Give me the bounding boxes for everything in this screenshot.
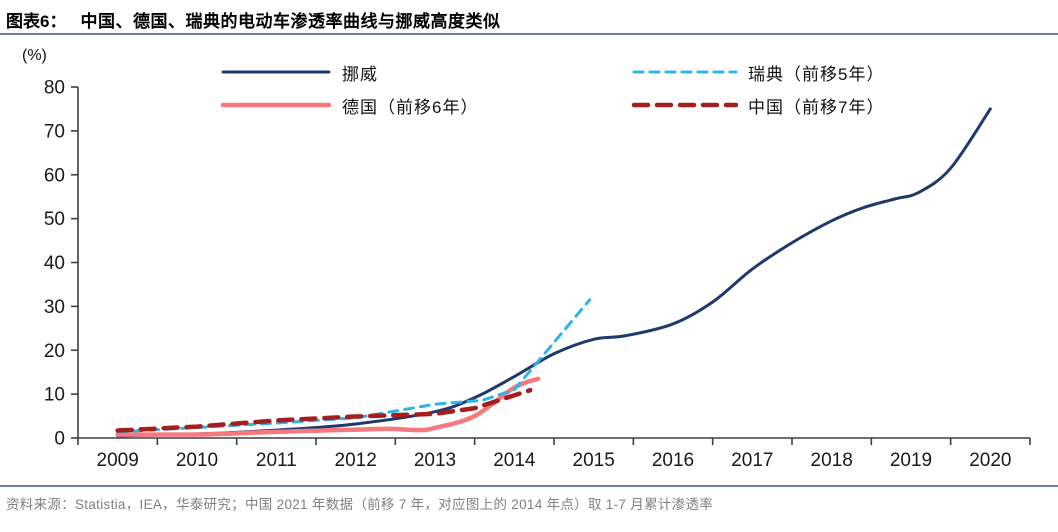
y-axis-unit-label: (%)	[22, 47, 47, 64]
svg-text:0: 0	[54, 429, 65, 450]
svg-text:2012: 2012	[335, 450, 377, 471]
legend-label-china: 中国（前移7年）	[748, 97, 885, 117]
svg-text:50: 50	[44, 209, 65, 230]
svg-text:20: 20	[44, 341, 65, 362]
legend-item-china: 中国（前移7年）	[632, 93, 884, 117]
legend-label-sweden: 瑞典（前移5年）	[748, 64, 885, 84]
svg-text:2013: 2013	[414, 450, 456, 471]
legend-item-norway: 挪威	[220, 60, 378, 84]
line-chart: 0 10 20 30 40 50 60 70 80 2009 2010 2011 2012 2013 201…	[44, 78, 1031, 471]
china-line-sample-icon	[632, 102, 738, 108]
svg-text:70: 70	[44, 121, 65, 142]
germany-line-sample-icon	[220, 102, 332, 108]
chart-area: (%) 0 10 20 30 40 50 60 70 80 2009 2010 2011 2012 201…	[0, 35, 1058, 485]
svg-text:2020: 2020	[969, 450, 1011, 471]
svg-text:2019: 2019	[890, 450, 932, 471]
svg-text:60: 60	[44, 165, 65, 186]
svg-text:2014: 2014	[493, 450, 536, 471]
svg-text:2010: 2010	[176, 450, 218, 471]
legend-item-sweden: 瑞典（前移5年）	[632, 60, 884, 84]
source-note: 资料来源：Statistia，IEA，华泰研究；中国 2021 年数据（前移 7…	[0, 485, 1058, 513]
svg-text:2011: 2011	[256, 450, 297, 471]
chart-header: 图表6： 中国、德国、瑞典的电动车渗透率曲线与挪威高度类似	[0, 0, 1058, 35]
legend-label-germany: 德国（前移6年）	[342, 97, 479, 117]
figure-number-label: 图表6：	[6, 12, 67, 31]
svg-text:2018: 2018	[811, 450, 853, 471]
svg-text:2017: 2017	[731, 450, 773, 471]
svg-text:40: 40	[44, 253, 65, 274]
legend-item-germany: 德国（前移6年）	[220, 93, 478, 117]
svg-text:80: 80	[44, 78, 65, 99]
legend-label-norway: 挪威	[342, 64, 378, 84]
svg-text:2016: 2016	[652, 450, 694, 471]
svg-text:30: 30	[44, 297, 65, 318]
svg-text:10: 10	[44, 385, 65, 406]
chart-title: 中国、德国、瑞典的电动车渗透率曲线与挪威高度类似	[80, 12, 501, 31]
sweden-line-sample-icon	[632, 70, 738, 74]
norway-line-sample-icon	[221, 70, 331, 74]
svg-text:2015: 2015	[573, 450, 615, 471]
source-note-text: 资料来源：Statistia，IEA，华泰研究；中国 2021 年数据（前移 7…	[6, 497, 714, 512]
svg-text:2009: 2009	[97, 450, 139, 471]
